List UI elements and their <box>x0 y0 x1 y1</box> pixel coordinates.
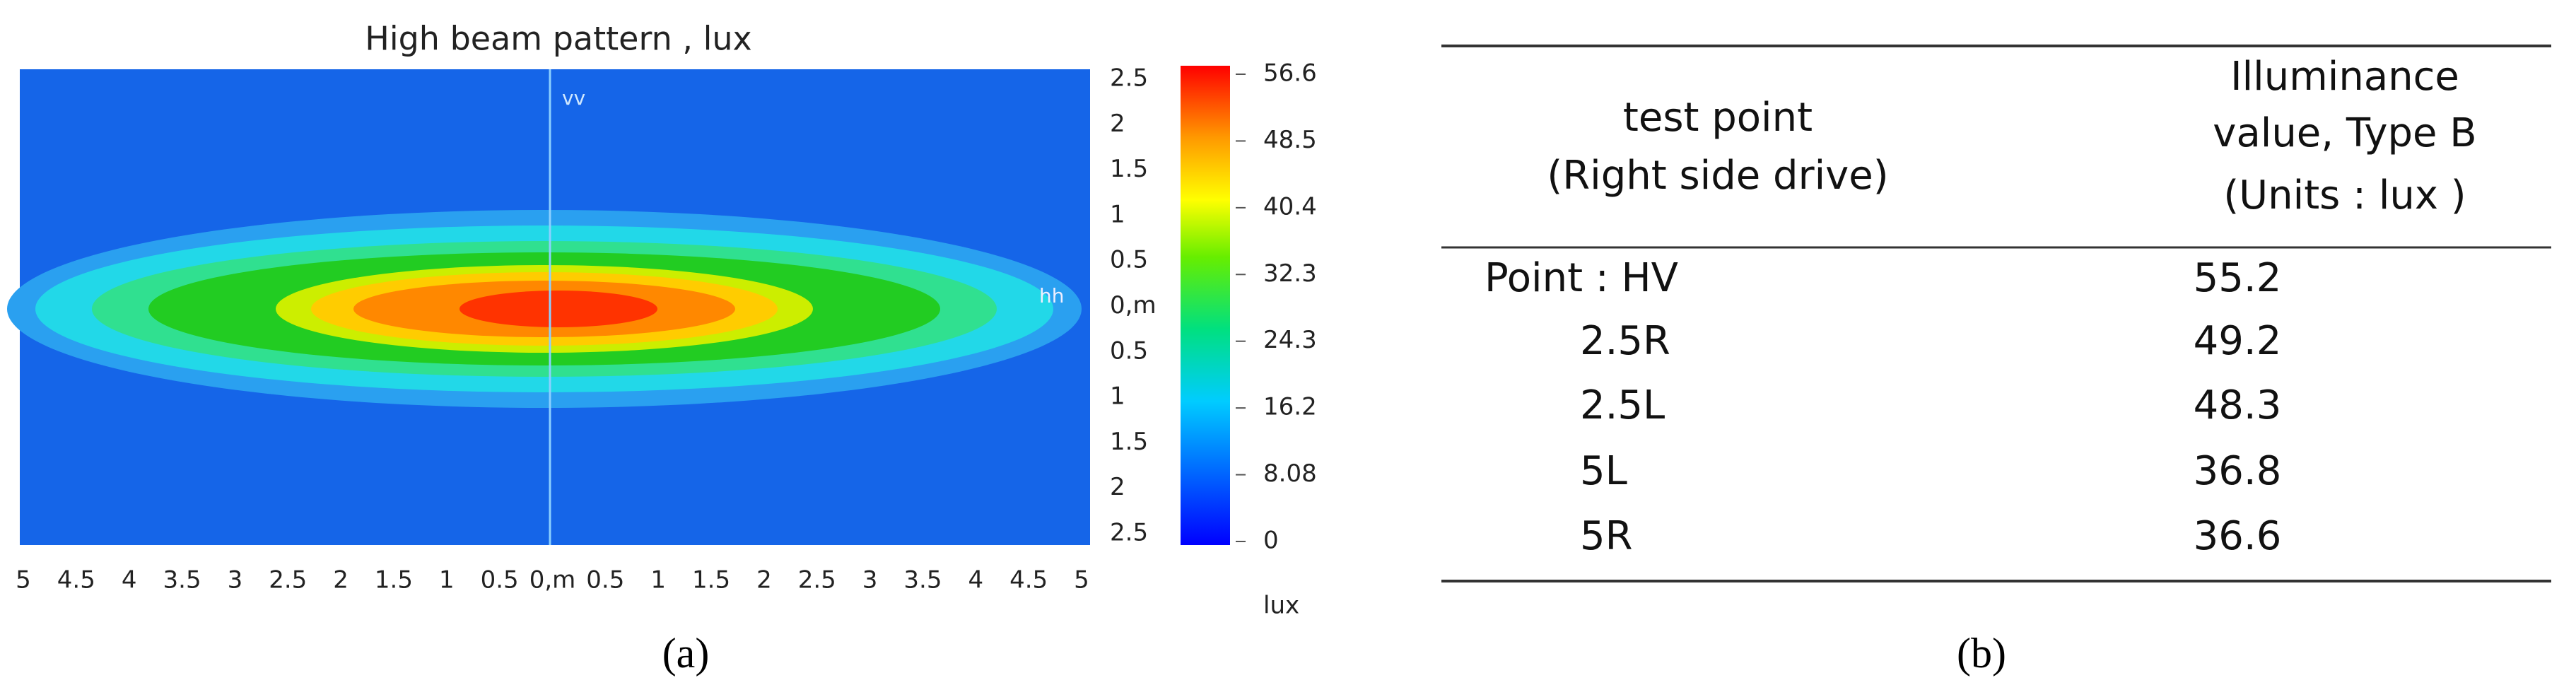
line-label: hh <box>1039 284 1065 308</box>
y-tick-label: 2.5 <box>1110 64 1148 93</box>
y-tick-label: 1.5 <box>1110 428 1148 456</box>
caption: (b) <box>1957 630 2006 676</box>
x-tick-label: 1 <box>650 566 666 594</box>
table-header: test point <box>1623 95 1813 141</box>
table-cell: Point : HV <box>1485 255 1678 301</box>
table-header: Illuminance <box>2230 54 2459 100</box>
table-cell: 48.3 <box>2194 382 2282 428</box>
y-tick-label: 1 <box>1110 382 1125 411</box>
x-tick-label: 0.5 <box>481 566 519 594</box>
y-tick-label: 0,m <box>1110 291 1157 320</box>
heatmap <box>7 69 1090 545</box>
table-cell: 2.5L <box>1580 382 1665 428</box>
colorbar-tick-label: 40.4 <box>1263 192 1317 221</box>
colorbar-tick-label: 0 <box>1263 527 1279 555</box>
x-tick-label: 0.5 <box>586 566 624 594</box>
line-label: vv <box>562 86 585 110</box>
y-tick-label: 2 <box>1110 110 1125 138</box>
x-tick-label: 4 <box>968 566 983 594</box>
x-tick-label: 3 <box>862 566 878 594</box>
colorbar-unit: lux <box>1263 592 1299 620</box>
colorbar-tick-label: 16.2 <box>1263 393 1317 421</box>
colorbar-tick-label: 24.3 <box>1263 326 1317 354</box>
y-tick-label: 2.5 <box>1110 519 1148 547</box>
colorbar <box>1181 66 1230 545</box>
x-tick-label: 1 <box>439 566 455 594</box>
x-tick-label: 4.5 <box>57 566 95 594</box>
table-cell: 2.5R <box>1580 318 1670 364</box>
table-cell: 36.8 <box>2194 448 2282 494</box>
colorbar-tick-label: 32.3 <box>1263 259 1317 288</box>
colorbar-tick-label: 56.6 <box>1263 59 1317 88</box>
table-header: value, Type B <box>2213 110 2476 156</box>
x-tick-label: 3.5 <box>163 566 201 594</box>
x-tick-label: 3 <box>228 566 243 594</box>
table-cell: 49.2 <box>2194 318 2282 364</box>
table-cell: 55.2 <box>2194 255 2282 301</box>
x-tick-label: 2.5 <box>269 566 307 594</box>
y-tick-label: 0.5 <box>1110 246 1148 274</box>
x-tick-label: 5 <box>1074 566 1089 594</box>
y-tick-label: 1 <box>1110 200 1125 228</box>
caption: (a) <box>662 630 710 676</box>
x-tick-label: 2 <box>756 566 772 594</box>
table-cell: 5R <box>1580 513 1633 559</box>
chart-title: High beam pattern , lux <box>365 20 752 58</box>
x-tick-label: 3.5 <box>903 566 942 594</box>
x-tick-label: 0,m <box>529 566 576 594</box>
y-tick-label: 0.5 <box>1110 336 1148 365</box>
table-header: (Right side drive) <box>1547 153 1888 199</box>
y-tick-label: 2 <box>1110 473 1125 501</box>
table-header: (Units : lux ) <box>2223 172 2466 218</box>
colorbar-tick-label: 8.08 <box>1263 459 1317 488</box>
table-cell: 5L <box>1580 448 1627 494</box>
x-tick-label: 2 <box>333 566 349 594</box>
x-tick-label: 1.5 <box>375 566 413 594</box>
x-tick-label: 5 <box>16 566 31 594</box>
y-tick-label: 1.5 <box>1110 155 1148 183</box>
x-tick-label: 2.5 <box>798 566 836 594</box>
table-cell: 36.6 <box>2194 513 2282 559</box>
x-tick-label: 1.5 <box>692 566 730 594</box>
x-tick-label: 4.5 <box>1009 566 1048 594</box>
x-tick-label: 4 <box>122 566 137 594</box>
colorbar-tick-label: 48.5 <box>1263 126 1317 154</box>
